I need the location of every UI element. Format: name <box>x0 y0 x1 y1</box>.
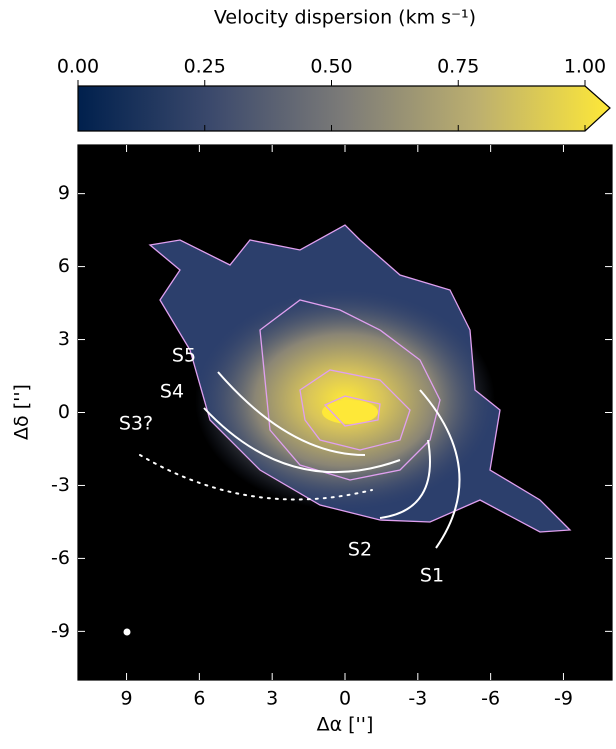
annotation: S1 <box>420 565 444 587</box>
x-tick-label: 3 <box>266 688 278 710</box>
contours <box>148 224 572 533</box>
contour <box>259 299 441 481</box>
annotation: S3? <box>119 413 153 435</box>
arm-s4 <box>203 407 401 474</box>
arm-s2 <box>379 439 431 519</box>
x-tick-label: -9 <box>554 688 573 710</box>
y-tick-label: 3 <box>58 328 70 350</box>
colorbar-title: Velocity dispersion (km s⁻¹) <box>214 7 476 29</box>
x-axis-label: Δα [''] <box>317 714 374 736</box>
colorbar-tick-label: 0.50 <box>310 56 352 78</box>
colorbar-tick-label: 0.75 <box>437 56 479 78</box>
arm-s5 <box>217 371 366 456</box>
core-emission <box>195 290 495 510</box>
y-tick-label: 0 <box>58 401 70 423</box>
y-tick-label: -9 <box>51 620 70 642</box>
spiral-arms <box>139 371 461 549</box>
x-tick-label: -6 <box>481 688 500 710</box>
arm-s1 <box>419 389 461 549</box>
y-axis-label: Δδ [''] <box>11 384 33 440</box>
arm-s3 <box>139 454 373 501</box>
beam <box>123 628 131 636</box>
nucleus <box>322 400 378 424</box>
colorbar <box>77 85 611 132</box>
contour <box>148 224 572 533</box>
annotation: S2 <box>348 539 372 561</box>
colorbar-tick-label: 1.00 <box>564 56 606 78</box>
annotation: S5 <box>172 345 196 367</box>
colorbar-tick-label: 0.00 <box>57 56 99 78</box>
x-tick-label: 6 <box>193 688 205 710</box>
x-tick-label: 9 <box>120 688 132 710</box>
annotation: S4 <box>160 381 184 403</box>
y-tick-label: 6 <box>58 255 70 277</box>
colorbar-tick-label: 0.25 <box>184 56 226 78</box>
y-tick-label: 9 <box>58 182 70 204</box>
x-tick-label: 0 <box>339 688 351 710</box>
y-tick-label: -3 <box>51 474 70 496</box>
contour <box>299 369 411 451</box>
contour <box>323 395 381 427</box>
x-tick-label: -3 <box>408 688 427 710</box>
y-tick-label: -6 <box>51 547 70 569</box>
emission <box>150 225 570 532</box>
